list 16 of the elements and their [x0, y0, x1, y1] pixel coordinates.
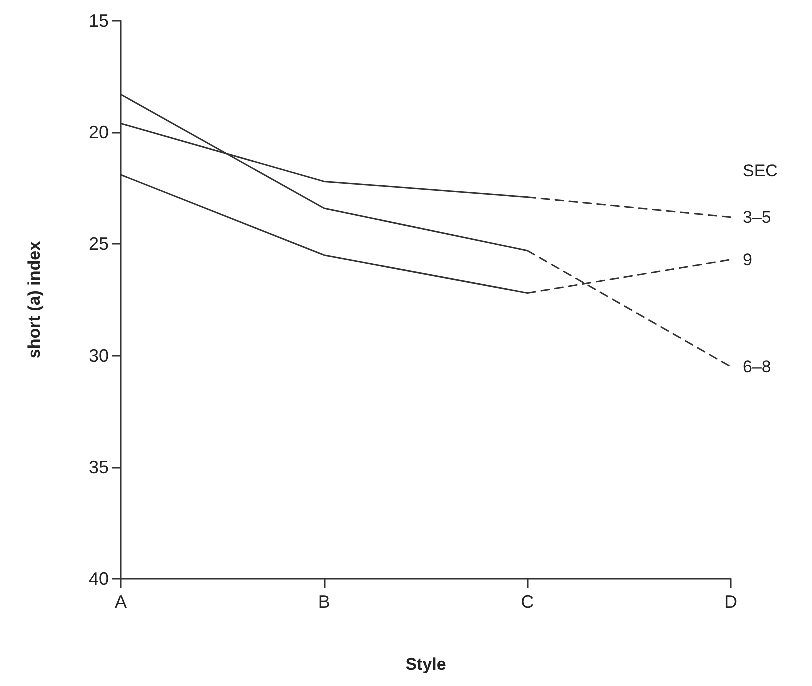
legend-title: SEC [743, 161, 778, 180]
series-label: 3–5 [743, 208, 772, 227]
series-label: 9 [743, 250, 752, 270]
y-tick-label: 30 [88, 346, 109, 366]
series-label: 6–8 [743, 357, 772, 376]
y-tick-label: 40 [88, 569, 109, 589]
y-axis-title: short (a) index [25, 240, 44, 359]
y-tick-label: 25 [88, 234, 109, 254]
x-axis-title: Style [406, 655, 446, 674]
y-tick-label: 15 [88, 11, 109, 31]
x-tick-label: B [318, 592, 330, 612]
y-tick-label: 35 [88, 457, 109, 478]
x-tick-label: D [724, 592, 738, 612]
x-tick-label: C [521, 592, 534, 612]
x-tick-label: A [114, 592, 128, 612]
y-tick-label: 20 [88, 122, 109, 143]
